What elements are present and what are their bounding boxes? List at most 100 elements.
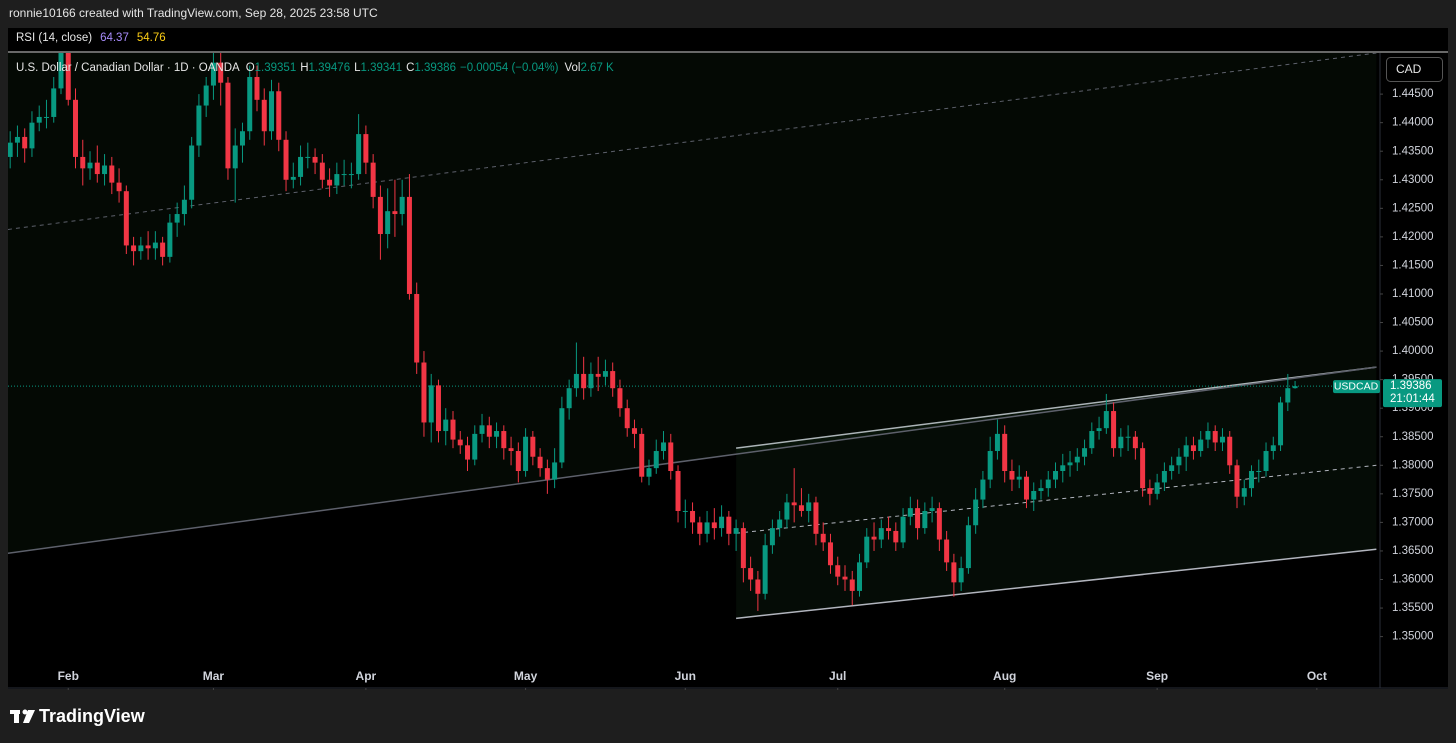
candle-body	[421, 362, 427, 423]
candle-body	[849, 579, 855, 591]
y-tick-label: 1.43000	[1392, 174, 1434, 186]
candle-body	[341, 174, 347, 176]
ohlc-label: L	[354, 62, 361, 74]
candle-body	[1053, 471, 1059, 480]
candle-body	[733, 528, 739, 534]
currency[interactable]: CAD	[1396, 62, 1422, 76]
candle-body	[1285, 388, 1291, 403]
x-tick-label: May	[514, 669, 538, 683]
candle-body	[435, 385, 441, 432]
candle-body	[1169, 465, 1175, 472]
candle-body	[1038, 488, 1044, 491]
candle-body	[203, 85, 209, 106]
candle-body	[791, 502, 797, 506]
candle-body	[312, 156, 318, 163]
price-pane	[8, 53, 1380, 620]
y-tick-label: 1.42000	[1392, 231, 1434, 243]
candle-body	[1241, 488, 1247, 497]
y-tick-label: 1.35500	[1392, 602, 1434, 614]
candle-body	[523, 436, 529, 472]
candle-body	[530, 436, 536, 457]
candle-body	[639, 433, 645, 477]
candle-body	[827, 542, 833, 566]
ohlc-value: 1.39476	[309, 62, 351, 74]
candle-body	[559, 408, 565, 463]
y-tick-label: 1.35000	[1392, 631, 1434, 643]
x-tick-label: Jun	[675, 669, 696, 683]
candle-body	[835, 565, 841, 577]
candle-body	[907, 508, 913, 517]
channel-lower	[736, 548, 1377, 620]
candle-body	[472, 433, 478, 460]
candle-body	[363, 134, 369, 163]
currency-button[interactable]	[1386, 57, 1443, 82]
volume-label: Vol	[564, 62, 580, 74]
channel-upper	[736, 366, 1377, 449]
y-tick-label: 1.36000	[1392, 574, 1434, 586]
candle-body	[1190, 445, 1196, 452]
candle-body	[675, 471, 681, 511]
candle-body	[123, 191, 129, 246]
candle-body	[762, 545, 768, 594]
candle-body	[73, 99, 79, 157]
candle-body	[494, 431, 500, 437]
candle-body	[392, 211, 398, 215]
x-tick-label: Feb	[58, 669, 79, 683]
candle-body	[769, 528, 775, 546]
candle-body	[269, 91, 275, 132]
candle-body	[893, 530, 899, 543]
candle-body	[1205, 431, 1211, 440]
candle-body	[385, 211, 391, 235]
candle-body	[958, 568, 964, 583]
candle-body	[1132, 436, 1138, 449]
channel-fill	[736, 367, 1377, 619]
candle-body	[1278, 402, 1284, 446]
candle-body	[1219, 436, 1225, 443]
candle-body	[1249, 471, 1255, 489]
candle-body	[595, 373, 601, 377]
indicator-value: 54.76	[137, 32, 166, 44]
x-tick-label: Jul	[829, 669, 846, 683]
candle-body	[878, 528, 884, 540]
candle-body	[697, 522, 703, 534]
y-tick-label: 1.44000	[1392, 117, 1434, 129]
y-tick-label: 1.40000	[1392, 345, 1434, 357]
candle-body	[515, 451, 521, 472]
candle-body	[51, 88, 57, 117]
candle-body	[131, 245, 137, 252]
candle-body	[1016, 476, 1022, 480]
candle-body	[1212, 431, 1218, 443]
candle-body	[915, 508, 921, 529]
ticker-label: USDCAD	[1334, 380, 1379, 392]
candle-body	[181, 199, 187, 215]
logo-shape	[22, 709, 28, 715]
x-tick-label: Aug	[993, 669, 1016, 683]
candle-body	[1031, 490, 1037, 500]
candle-body	[465, 445, 471, 460]
candle-body	[646, 468, 652, 477]
candle-body	[1002, 433, 1008, 472]
candle-body	[414, 293, 420, 363]
candle-body	[798, 505, 804, 511]
candle-body	[936, 508, 942, 540]
candle-body	[138, 245, 144, 252]
candle-body	[1060, 465, 1066, 472]
candle-body	[319, 162, 325, 180]
channel-lower	[8, 366, 1377, 554]
candle-body	[994, 433, 1000, 452]
candle-body	[479, 425, 485, 434]
candle-body	[261, 99, 267, 132]
candle-body	[14, 136, 20, 143]
candle-body	[276, 91, 282, 140]
candle-body	[552, 462, 558, 480]
candle-body	[748, 568, 754, 580]
logo-shape	[23, 710, 35, 723]
candle-body	[356, 134, 362, 175]
candle-body	[1045, 479, 1051, 489]
candle-body	[624, 408, 630, 429]
candle-body	[588, 373, 594, 389]
candle-body	[80, 156, 86, 169]
candle-body	[806, 502, 812, 511]
candle-body	[152, 242, 158, 249]
